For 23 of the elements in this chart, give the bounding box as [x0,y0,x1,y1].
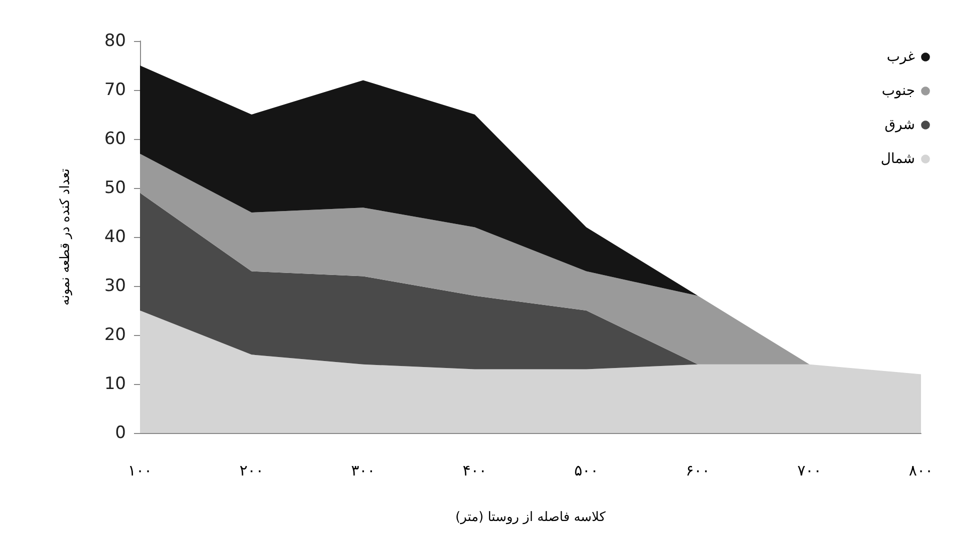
y-axis-title: تعداد کنده در قطعه نمونه [58,168,73,306]
y-tick-label: 70 [104,80,126,100]
y-tick-label: 50 [104,178,126,198]
x-tick-label: ۵۰۰ [574,462,598,480]
x-tick-label: ۷۰۰ [797,462,822,480]
x-tick-label: ۳۰۰ [351,462,376,480]
x-tick-label: ۸۰۰ [908,462,934,480]
x-axis-title: کلاسه فاصله از روستا (متر) [455,510,606,525]
legend-label: جنوب [882,83,915,99]
y-tick-label: 10 [104,374,126,394]
x-tick-label: ۱۰۰ [128,462,152,480]
y-tick-label: 30 [104,276,126,296]
y-tick-label: 60 [104,129,126,149]
legend-label: شرق [884,117,915,133]
x-tick-label: ۶۰۰ [686,462,710,480]
y-tick-label: 40 [104,227,126,247]
legend-label: غرب [886,49,915,65]
y-tick-label: 0 [115,423,126,443]
y-tick-label: 80 [104,31,126,51]
legend-label: شمال [880,151,915,167]
y-tick-label: 20 [104,325,126,345]
x-tick-label: ۲۰۰ [239,462,264,480]
x-tick-label: ۴۰۰ [462,462,487,480]
